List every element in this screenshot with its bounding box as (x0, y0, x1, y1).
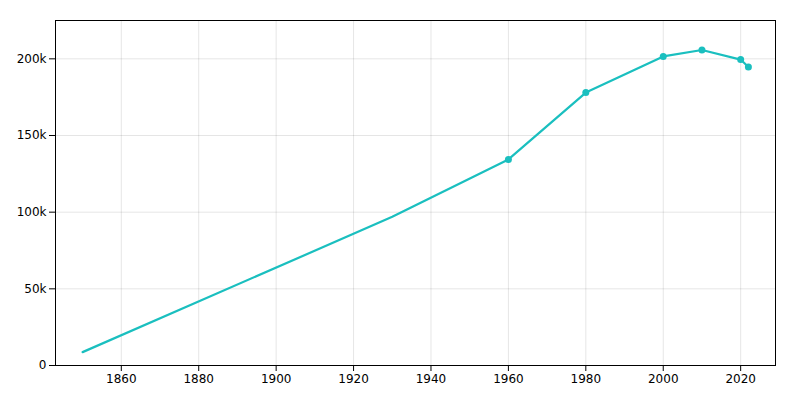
svg-text:1940: 1940 (416, 372, 447, 386)
svg-text:150k: 150k (17, 128, 47, 142)
svg-text:2020: 2020 (725, 372, 756, 386)
svg-text:50k: 50k (24, 282, 46, 296)
svg-text:1920: 1920 (338, 372, 369, 386)
svg-text:2000: 2000 (648, 372, 679, 386)
svg-text:1900: 1900 (261, 372, 292, 386)
svg-text:1960: 1960 (493, 372, 524, 386)
svg-text:1880: 1880 (183, 372, 214, 386)
svg-text:200k: 200k (17, 52, 47, 66)
svg-text:1980: 1980 (571, 372, 602, 386)
svg-text:100k: 100k (17, 205, 47, 219)
svg-text:1860: 1860 (106, 372, 137, 386)
svg-text:0: 0 (39, 358, 47, 372)
